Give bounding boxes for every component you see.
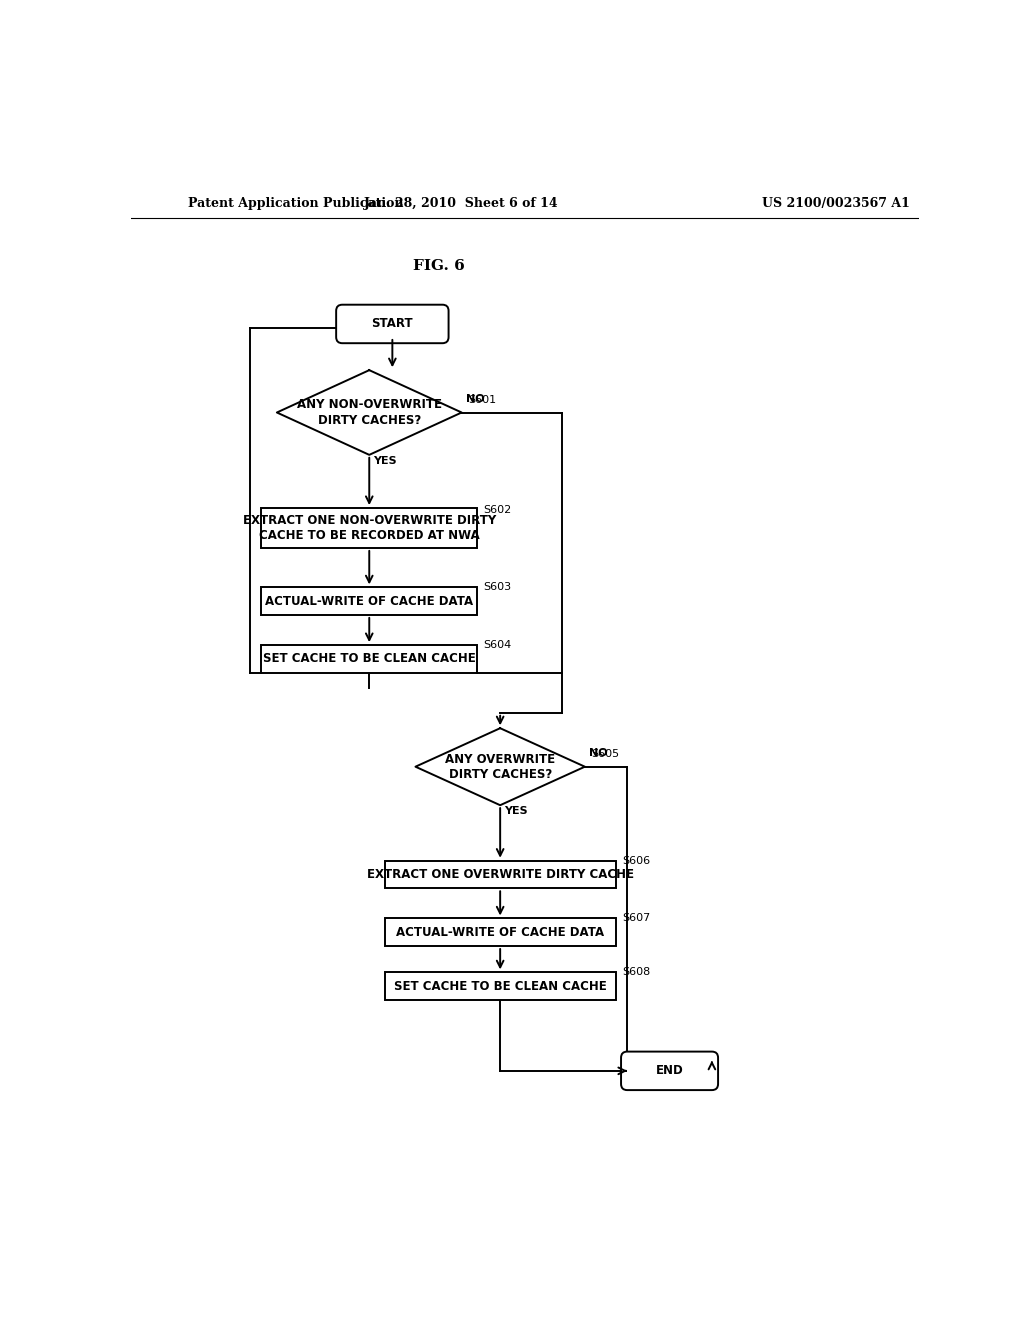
FancyBboxPatch shape bbox=[621, 1052, 718, 1090]
Text: START: START bbox=[372, 317, 413, 330]
Text: S604: S604 bbox=[483, 640, 511, 651]
Text: Patent Application Publication: Patent Application Publication bbox=[188, 197, 403, 210]
Text: NO: NO bbox=[466, 393, 484, 404]
FancyBboxPatch shape bbox=[336, 305, 449, 343]
Bar bbox=[261, 587, 477, 615]
Text: ACTUAL-WRITE OF CACHE DATA: ACTUAL-WRITE OF CACHE DATA bbox=[396, 925, 604, 939]
Text: S601: S601 bbox=[468, 395, 496, 405]
Text: S602: S602 bbox=[483, 504, 511, 515]
Text: YES: YES bbox=[373, 457, 396, 466]
Bar bbox=[261, 645, 477, 673]
Text: US 2100/0023567 A1: US 2100/0023567 A1 bbox=[762, 197, 910, 210]
Text: S603: S603 bbox=[483, 582, 511, 593]
Text: SET CACHE TO BE CLEAN CACHE: SET CACHE TO BE CLEAN CACHE bbox=[394, 979, 606, 993]
Polygon shape bbox=[416, 729, 585, 805]
Bar bbox=[385, 919, 615, 946]
Bar bbox=[261, 508, 477, 548]
Bar bbox=[385, 861, 615, 888]
Text: END: END bbox=[655, 1064, 683, 1077]
Text: EXTRACT ONE NON-OVERWRITE DIRTY
CACHE TO BE RECORDED AT NWA: EXTRACT ONE NON-OVERWRITE DIRTY CACHE TO… bbox=[243, 513, 496, 543]
Text: EXTRACT ONE OVERWRITE DIRTY CACHE: EXTRACT ONE OVERWRITE DIRTY CACHE bbox=[367, 869, 634, 880]
Text: SET CACHE TO BE CLEAN CACHE: SET CACHE TO BE CLEAN CACHE bbox=[263, 652, 475, 665]
Text: S607: S607 bbox=[622, 913, 650, 924]
Text: S606: S606 bbox=[622, 855, 650, 866]
Polygon shape bbox=[276, 370, 462, 455]
Text: S608: S608 bbox=[622, 968, 650, 977]
Bar bbox=[385, 973, 615, 1001]
Text: YES: YES bbox=[504, 807, 527, 817]
Text: ANY NON-OVERWRITE
DIRTY CACHES?: ANY NON-OVERWRITE DIRTY CACHES? bbox=[297, 399, 441, 426]
Text: ANY OVERWRITE
DIRTY CACHES?: ANY OVERWRITE DIRTY CACHES? bbox=[445, 752, 555, 780]
Text: Jan. 28, 2010  Sheet 6 of 14: Jan. 28, 2010 Sheet 6 of 14 bbox=[365, 197, 559, 210]
Text: ACTUAL-WRITE OF CACHE DATA: ACTUAL-WRITE OF CACHE DATA bbox=[265, 594, 473, 607]
Text: NO: NO bbox=[589, 748, 607, 758]
Text: FIG. 6: FIG. 6 bbox=[413, 259, 465, 273]
Text: S605: S605 bbox=[591, 750, 620, 759]
